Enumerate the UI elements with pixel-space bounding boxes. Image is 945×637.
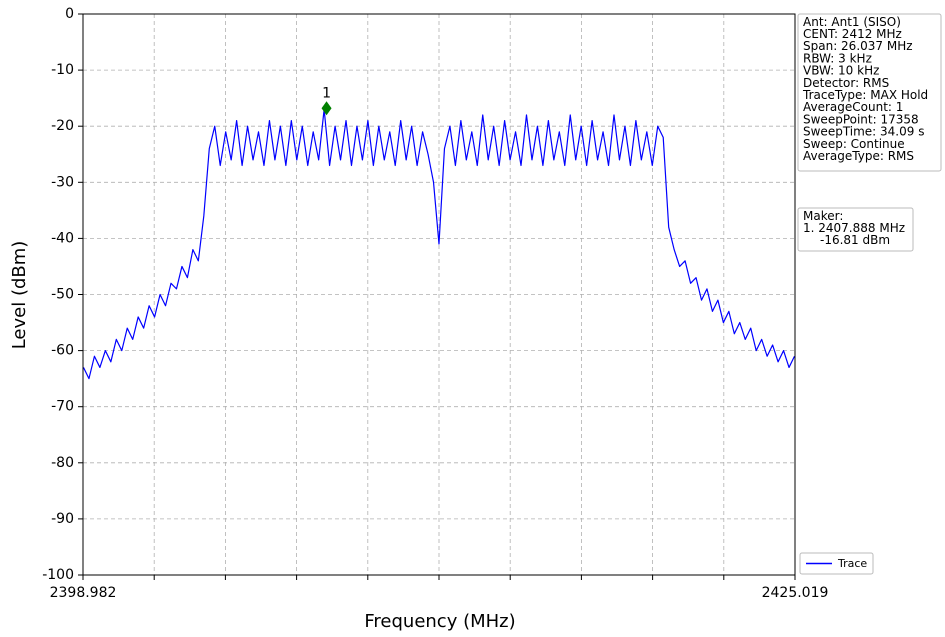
y-tick-label: -50 <box>51 287 74 303</box>
y-tick-label: -100 <box>42 567 74 583</box>
y-tick-label: -60 <box>51 343 74 359</box>
y-tick-label: -90 <box>51 511 74 527</box>
info-line: CENT: 2412 MHz <box>803 27 902 41</box>
maker-line: -16.81 dBm <box>820 233 890 247</box>
x-tick-label: 2398.982 <box>50 585 117 601</box>
y-tick-label: -70 <box>51 399 74 415</box>
info-line: Sweep: Continue <box>803 137 905 151</box>
y-tick-label: -30 <box>51 174 74 190</box>
info-line: SweepPoint: 17358 <box>803 112 919 126</box>
marker-label: 1 <box>322 85 331 101</box>
maker-line: 1. 2407.888 MHz <box>803 221 905 235</box>
y-tick-label: -20 <box>51 118 74 134</box>
trace-line <box>82 108 796 380</box>
info-line: AverageType: RMS <box>803 149 914 163</box>
info-line: Span: 26.037 MHz <box>803 39 913 53</box>
maker-box <box>797 207 914 252</box>
marker-diamond <box>321 101 332 116</box>
legend-label: Trace <box>837 557 867 570</box>
y-axis-label: Level (dBm) <box>9 241 30 350</box>
info-line: AverageCount: 1 <box>803 100 903 114</box>
y-tick-label: -80 <box>51 455 74 471</box>
y-tick-label: 0 <box>65 6 74 22</box>
info-line: Detector: RMS <box>803 76 889 90</box>
x-tick-label: 2425.019 <box>762 585 829 601</box>
y-tick-label: -10 <box>51 62 74 78</box>
x-axis-label: Frequency (MHz) <box>364 611 515 632</box>
info-line: SweepTime: 34.09 s <box>803 125 924 139</box>
info-line: Ant: Ant1 (SISO) <box>803 15 901 29</box>
y-tick-label: -40 <box>51 230 74 246</box>
info-line: VBW: 10 kHz <box>803 64 879 78</box>
info-line: TraceType: MAX Hold <box>802 88 928 102</box>
legend-box <box>799 552 874 575</box>
maker-line: Maker: <box>803 209 843 223</box>
info-box <box>797 13 942 172</box>
plot-frame <box>82 13 796 576</box>
info-line: RBW: 3 kHz <box>803 51 872 65</box>
